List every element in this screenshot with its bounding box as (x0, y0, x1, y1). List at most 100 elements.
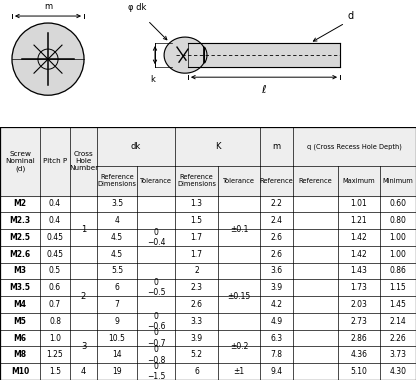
Text: Tolerance: Tolerance (140, 178, 172, 184)
Text: 7.8: 7.8 (270, 350, 282, 359)
Text: M2.6: M2.6 (10, 250, 30, 259)
Text: 1.42: 1.42 (351, 250, 367, 259)
Text: Reference: Reference (299, 178, 332, 184)
Text: 2.4: 2.4 (270, 216, 282, 225)
Text: 1.7: 1.7 (191, 233, 203, 242)
Text: 3: 3 (81, 342, 86, 351)
Text: 1.73: 1.73 (351, 283, 367, 292)
Text: 3.6: 3.6 (270, 266, 282, 276)
Text: M2: M2 (13, 200, 27, 208)
Text: 4.5: 4.5 (111, 250, 123, 259)
Text: 5.2: 5.2 (191, 350, 203, 359)
Polygon shape (188, 43, 340, 67)
Text: M3.5: M3.5 (10, 283, 30, 292)
Text: 3.9: 3.9 (270, 283, 282, 292)
Text: 0
−1.5: 0 −1.5 (147, 362, 165, 380)
Text: 1.5: 1.5 (49, 367, 61, 376)
Text: 5.10: 5.10 (351, 367, 367, 376)
Text: 0.60: 0.60 (389, 200, 406, 208)
Text: M3: M3 (13, 266, 27, 276)
Text: 1: 1 (81, 225, 86, 234)
Text: Screw
Nominal
(d): Screw Nominal (d) (5, 151, 35, 172)
Text: Reference: Reference (260, 178, 293, 184)
Text: 1.3: 1.3 (191, 200, 203, 208)
Text: 6: 6 (194, 367, 199, 376)
Text: $\ell$: $\ell$ (261, 83, 267, 95)
Text: d: d (347, 11, 353, 21)
Text: M6: M6 (13, 334, 27, 343)
Text: Reference
Dimensions: Reference Dimensions (97, 174, 136, 187)
Text: 0.45: 0.45 (47, 250, 64, 259)
Text: 7: 7 (114, 300, 119, 309)
Text: M10: M10 (11, 367, 29, 376)
Text: 0.4: 0.4 (49, 200, 61, 208)
Text: 0.4: 0.4 (49, 216, 61, 225)
Text: 1.00: 1.00 (389, 233, 406, 242)
Text: 2.26: 2.26 (390, 334, 406, 343)
Text: 1.15: 1.15 (390, 283, 406, 292)
Text: 4.2: 4.2 (270, 300, 282, 309)
Text: 1.43: 1.43 (351, 266, 367, 276)
Text: 0.80: 0.80 (389, 216, 406, 225)
Text: 2.73: 2.73 (351, 317, 367, 326)
Text: ±0.2: ±0.2 (230, 342, 248, 351)
Text: 5.5: 5.5 (111, 266, 123, 276)
Text: 3.9: 3.9 (191, 334, 203, 343)
Text: 2.6: 2.6 (270, 233, 282, 242)
Text: Pitch P: Pitch P (43, 158, 67, 165)
Text: 0.7: 0.7 (49, 300, 61, 309)
Text: 4.5: 4.5 (111, 233, 123, 242)
Text: 0.86: 0.86 (389, 266, 406, 276)
Text: 9.4: 9.4 (270, 367, 282, 376)
Text: m: m (272, 142, 280, 151)
Text: 3.3: 3.3 (191, 317, 203, 326)
Text: 6.3: 6.3 (270, 334, 282, 343)
Text: 4.36: 4.36 (351, 350, 367, 359)
Text: ±0.1: ±0.1 (230, 225, 248, 234)
Text: Tolerance: Tolerance (223, 178, 255, 184)
Text: 0
−0.7: 0 −0.7 (147, 328, 165, 348)
Text: ±0.15: ±0.15 (228, 291, 250, 301)
Polygon shape (164, 37, 207, 73)
Text: 6: 6 (114, 283, 119, 292)
Text: 1.00: 1.00 (389, 250, 406, 259)
Text: M2.5: M2.5 (10, 233, 30, 242)
Text: M5: M5 (14, 317, 27, 326)
Text: 1.45: 1.45 (389, 300, 406, 309)
Text: 4.9: 4.9 (270, 317, 282, 326)
Text: 1.7: 1.7 (191, 250, 203, 259)
Text: 0.6: 0.6 (49, 283, 61, 292)
Text: M2.3: M2.3 (10, 216, 30, 225)
Text: 2: 2 (81, 291, 86, 301)
Text: M8: M8 (13, 350, 27, 359)
Text: Cross
Hole
Number: Cross Hole Number (69, 151, 98, 171)
Text: 0
−0.6: 0 −0.6 (147, 312, 165, 331)
Text: K: K (215, 142, 220, 151)
Text: 1.5: 1.5 (191, 216, 203, 225)
Text: 4: 4 (114, 216, 119, 225)
Text: Reference
Dimensions: Reference Dimensions (177, 174, 216, 187)
Text: k: k (151, 75, 156, 84)
Text: M4: M4 (13, 300, 27, 309)
Text: 4: 4 (81, 367, 86, 376)
Text: 1.01: 1.01 (351, 200, 367, 208)
Circle shape (12, 23, 84, 95)
Text: 19: 19 (112, 367, 122, 376)
Text: Maximum: Maximum (343, 178, 375, 184)
Text: m: m (44, 2, 52, 11)
Text: 2.3: 2.3 (191, 283, 203, 292)
Text: 2.14: 2.14 (390, 317, 406, 326)
Text: 0.45: 0.45 (47, 233, 64, 242)
Text: 10.5: 10.5 (109, 334, 126, 343)
Text: 1.25: 1.25 (47, 350, 63, 359)
Text: 0
−0.4: 0 −0.4 (147, 228, 165, 247)
Polygon shape (0, 127, 416, 196)
Text: 0
−0.8: 0 −0.8 (147, 345, 165, 364)
Text: dk: dk (131, 142, 141, 151)
Text: 14: 14 (112, 350, 122, 359)
Text: φ dk: φ dk (128, 3, 146, 13)
Text: 2: 2 (194, 266, 199, 276)
Text: 1.0: 1.0 (49, 334, 61, 343)
Text: 0.8: 0.8 (49, 317, 61, 326)
Text: 2.03: 2.03 (351, 300, 367, 309)
